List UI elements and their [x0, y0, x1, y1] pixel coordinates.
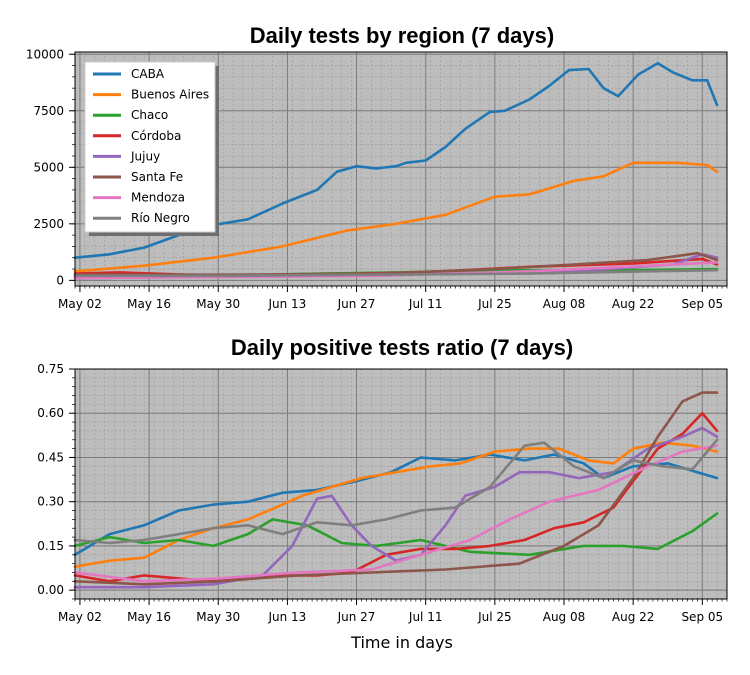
x-tick-label: Jul 25 — [477, 610, 512, 624]
x-tick-label: Jul 11 — [408, 297, 443, 311]
x-tick-label: Jun 27 — [337, 610, 376, 624]
chart-title-tests: Daily tests by region (7 days) — [250, 23, 554, 48]
x-tick-label: Aug 08 — [543, 297, 586, 311]
y-tick-label: 0.15 — [37, 539, 64, 553]
x-tick-label: May 16 — [127, 297, 171, 311]
legend: CABA Buenos Aires Chaco Córdoba Jujuy Santa F… — [84, 61, 219, 236]
series-line-2 — [73, 512, 719, 557]
series-line-1 — [73, 441, 719, 568]
x-tick-label: Jul 25 — [477, 297, 512, 311]
x-tick-label: Jul 11 — [408, 610, 443, 624]
series-line-7 — [73, 438, 719, 545]
y-tick-label: 10000 — [26, 47, 64, 61]
x-tick-label: Aug 08 — [543, 610, 586, 624]
y-tick-label: 2500 — [33, 217, 64, 231]
x-axis-label: Time in days — [350, 633, 453, 652]
legend-box — [84, 61, 216, 233]
y-tick-label: 0.60 — [37, 406, 64, 420]
x-tick-label: May 16 — [127, 610, 171, 624]
x-tick-label: Sep 05 — [681, 610, 723, 624]
x-tick-label: Sep 05 — [681, 297, 723, 311]
x-tick-label: May 30 — [196, 297, 240, 311]
series-line-1 — [73, 161, 719, 273]
y-tick-label: 7500 — [33, 104, 64, 118]
y-tick-label: 0.00 — [37, 583, 64, 597]
series-line-6 — [73, 444, 719, 583]
x-tick-label: Aug 22 — [612, 610, 655, 624]
series-line-0 — [73, 61, 719, 260]
tests-panel: May 02 May 16 May 30 Jun 13 Jun 27 Jul 11 Jul … — [26, 47, 728, 311]
x-tick-label: Jun 13 — [267, 610, 306, 624]
legend-label: Chaco — [131, 108, 168, 122]
positive-ratio-panel: May 02 May 16 May 30 Jun 13 Jun 27 Jul 11 Jul … — [37, 362, 728, 624]
y-tick-label: 0.45 — [37, 450, 64, 464]
legend-label: Jujuy — [130, 149, 160, 163]
legend-label: Santa Fe — [131, 170, 183, 184]
legend-label: Buenos Aires — [131, 88, 209, 102]
legend-label: CABA — [131, 67, 165, 81]
x-tick-label: May 30 — [196, 610, 240, 624]
x-tick-label: Aug 22 — [612, 297, 655, 311]
y-tick-label: 0.30 — [37, 495, 64, 509]
y-tick-label: 5000 — [33, 160, 64, 174]
y-tick-label: 0.75 — [37, 362, 64, 376]
y-tick-label: 0 — [56, 273, 64, 287]
x-tick-label: May 02 — [58, 297, 102, 311]
x-tick-label: Jun 27 — [337, 297, 376, 311]
chart-title-positive-ratio: Daily positive tests ratio (7 days) — [231, 335, 573, 360]
series-line-5 — [73, 391, 719, 586]
x-tick-label: May 02 — [58, 610, 102, 624]
legend-label: Río Negro — [131, 211, 190, 225]
x-tick-label: Jun 13 — [267, 297, 306, 311]
legend-label: Córdoba — [131, 129, 181, 143]
series-line-7 — [73, 268, 719, 278]
series-line-0 — [73, 453, 719, 557]
legend-label: Mendoza — [131, 191, 185, 205]
